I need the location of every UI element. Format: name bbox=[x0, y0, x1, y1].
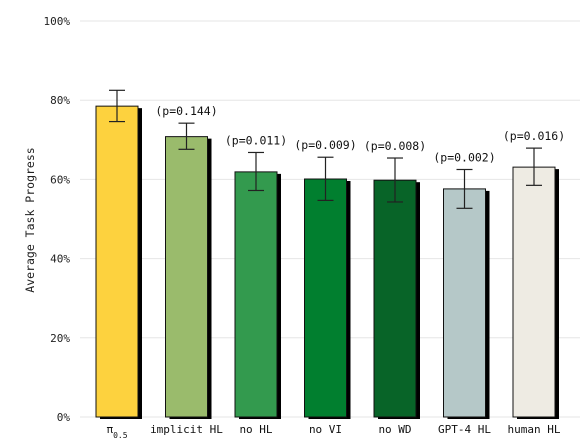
error-bars-layer bbox=[109, 89, 542, 209]
annotations-layer: (p=0.144) (p=0.011) (p=0.009) (p=0.008) (p=0… bbox=[155, 104, 565, 164]
bar bbox=[95, 105, 139, 418]
bar bbox=[443, 188, 486, 418]
x-category-label: π0.5 bbox=[106, 423, 127, 440]
x-category-label: GPT-4 HL bbox=[438, 423, 491, 436]
y-tick-labels: 0% 20% 40% 60% 80% 100% bbox=[44, 15, 71, 424]
bar bbox=[234, 171, 278, 418]
bars-layer bbox=[95, 105, 559, 419]
y-tick-label: 0% bbox=[57, 411, 71, 424]
p-value-annotation: (p=0.002) bbox=[433, 151, 495, 165]
y-axis-title: Average Task Progress bbox=[23, 147, 37, 292]
category-labels: π0.5 implicit HL no HL no VI no WD GPT-4 HL hu… bbox=[106, 423, 560, 440]
p-value-annotation: (p=0.144) bbox=[155, 104, 217, 118]
bar bbox=[165, 136, 208, 418]
y-tick-label: 100% bbox=[44, 15, 71, 28]
x-category-label: no HL bbox=[239, 423, 272, 436]
p-value-annotation: (p=0.016) bbox=[503, 129, 565, 143]
x-category-label: no WD bbox=[378, 423, 411, 436]
y-tick-label: 20% bbox=[50, 332, 70, 345]
bar bbox=[373, 179, 417, 418]
x-category-label: human HL bbox=[508, 423, 561, 436]
x-category-label: implicit HL bbox=[150, 423, 223, 436]
bar bbox=[304, 178, 347, 418]
y-tick-label: 40% bbox=[50, 253, 70, 266]
p-value-annotation: (p=0.009) bbox=[294, 138, 356, 152]
y-tick-label: 80% bbox=[50, 94, 70, 107]
y-tick-label: 60% bbox=[50, 173, 70, 186]
p-value-annotation: (p=0.011) bbox=[225, 133, 287, 147]
bar bbox=[512, 166, 556, 418]
p-value-annotation: (p=0.008) bbox=[364, 139, 426, 153]
x-category-label: no VI bbox=[309, 423, 342, 436]
